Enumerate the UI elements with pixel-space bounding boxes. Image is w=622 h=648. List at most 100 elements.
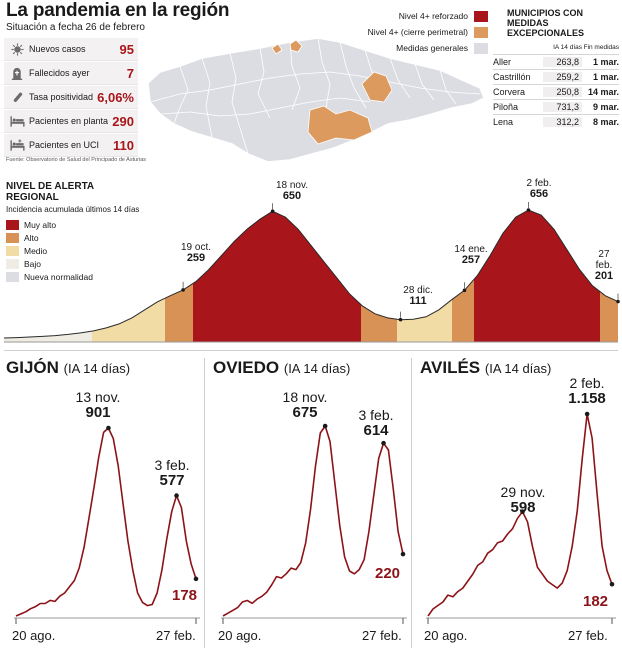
area-point-1 (270, 209, 275, 214)
city-title-oviedo: OVIEDO (IA 14 días) (213, 358, 350, 378)
peak-label-2feb: 2 feb. 656 (526, 178, 551, 200)
legend-swatch (6, 245, 19, 256)
muni-ia: 731,3 (543, 102, 582, 112)
peak-value: 201 (594, 270, 614, 282)
city-name: AVILÉS (420, 358, 481, 377)
oviedo-last-point (400, 551, 406, 557)
stat-label: Pacientes en UCI (29, 140, 100, 150)
column-divider (411, 358, 412, 648)
legend-swatch (6, 232, 19, 243)
city-title-gijon: GIJÓN (IA 14 días) (6, 358, 130, 378)
annotation-value: 675 (292, 404, 318, 421)
oviedo-annotation-point-1 (381, 440, 386, 446)
stat-value: 6,06% (97, 89, 134, 105)
alert-title-line: REGIONAL (6, 192, 59, 203)
peak-value: 257 (461, 254, 481, 266)
muni-name: Aller (493, 57, 512, 67)
col-end-header: Fin medidas (583, 44, 619, 51)
section-divider (4, 350, 618, 351)
city-name: GIJÓN (6, 358, 59, 377)
muni-ia: 250,8 (543, 87, 582, 97)
peak-date: 2 feb. (526, 178, 552, 189)
oviedo-peak2-label: 3 feb. 614 (358, 407, 394, 439)
alert-legend: Muy alto Alto Medio Bajo Nueva normalida… (6, 218, 93, 283)
annotation-date: 18 nov. (282, 389, 328, 405)
oviedo-annotation-point-0 (322, 423, 328, 429)
hospital-bed-icon (9, 113, 25, 129)
alert-area-chart (3, 202, 620, 343)
map-legend-swatch (474, 42, 488, 54)
table-header: IA 14 días Fin medidas (493, 44, 619, 54)
muni-name: Castrillón (493, 72, 531, 82)
map-region-general (147, 37, 485, 163)
alert-legend-item: Alto (6, 231, 93, 244)
oviedo-x-end: 27 feb. (362, 628, 402, 643)
peak-date: 14 ene. (454, 244, 488, 255)
table-row: Lena 312,2 8 mar. (493, 114, 619, 129)
alert-subtitle: Incidencia acumulada últimos 14 días (6, 205, 140, 214)
legend-label: Nueva normalidad (24, 271, 93, 282)
stat-label: Tasa positividad (29, 92, 94, 102)
annotation-value: 598 (510, 499, 536, 516)
annotation-value: 614 (363, 422, 389, 439)
map-legend-label: Nivel 4+ reforzado (398, 11, 468, 21)
muni-name: Corvera (493, 87, 526, 97)
stats-panel: Nuevos casos 95 Fallecidos ayer 7 Tasa p… (4, 38, 138, 158)
aviles-last-value: 182 (583, 593, 609, 610)
alert-legend-item: Muy alto (6, 218, 93, 231)
area-point-5 (616, 299, 620, 304)
alert-title: NIVEL DE ALERTA REGIONAL (6, 181, 94, 203)
asturias-map (147, 37, 485, 163)
stat-label: Nuevos casos (29, 44, 86, 54)
annotation-date: 3 feb. (358, 407, 394, 423)
map-region-perimetral (307, 105, 373, 145)
muni-ia: 263,8 (543, 57, 582, 67)
stat-label: Pacientes en planta (29, 116, 109, 126)
map-legend-label: Medidas generales (396, 43, 468, 53)
legend-swatch (6, 271, 19, 282)
peak-label-14ene: 14 ene. 257 (454, 244, 487, 266)
table-row: Piloña 731,3 9 mar. (493, 99, 619, 114)
annotation-value: 1.158 (568, 390, 606, 407)
stat-row: Nuevos casos 95 (4, 38, 138, 61)
tombstone-icon (9, 65, 25, 81)
table-row: Corvera 250,8 14 mar. (493, 84, 619, 99)
alert-title-line: NIVEL DE ALERTA (6, 181, 95, 192)
stat-row: Tasa positividad 6,06% (4, 86, 138, 109)
muni-ia: 312,2 (543, 117, 582, 127)
aviles-peak2-label: 2 feb. 1.158 (568, 376, 606, 407)
column-divider (204, 358, 205, 648)
map-legend-swatch (474, 10, 488, 22)
stat-row: Pacientes en planta 290 (4, 110, 138, 133)
gijon-series-line (15, 427, 197, 617)
city-subtitle: (IA 14 días) (283, 361, 351, 376)
table-row: Castrillón 259,2 1 mar. (493, 69, 619, 84)
alert-legend-item: Nueva normalidad (6, 270, 93, 283)
muni-name: Lena (493, 117, 514, 127)
legend-label: Muy alto (24, 219, 57, 230)
gijon-last-value: 178 (172, 587, 198, 604)
aviles-annotation-point-0 (520, 509, 525, 514)
aviles-peak1-label: 29 nov. 598 (501, 485, 546, 516)
legend-swatch (6, 258, 19, 269)
gijon-x-end: 27 feb. (156, 628, 196, 643)
gijon-peak1-label: 13 nov. 901 (75, 389, 121, 421)
peak-value: 650 (282, 190, 302, 202)
test-tube-icon (9, 89, 25, 105)
area-outline (3, 209, 619, 339)
area-annotation-dots (181, 202, 620, 322)
annotation-date: 13 nov. (75, 389, 121, 405)
map-borders (149, 37, 481, 155)
stat-row: Fallecidos ayer 7 (4, 62, 138, 85)
municipalities-title: MUNICIPIOS CON MEDIDAS EXCEPCIONALES (507, 8, 585, 38)
aviles-x-start: 20 ago. (424, 628, 468, 643)
peak-value: 656 (529, 188, 549, 200)
stat-value: 7 (126, 65, 134, 81)
stat-value: 290 (112, 113, 134, 129)
municipalities-table: MUNICIPIOS CON MEDIDAS EXCEPCIONALES IA … (493, 8, 619, 129)
area-point-2 (398, 317, 403, 322)
gijon-annotation-point-0 (106, 425, 111, 431)
muni-ia: 259,2 (543, 72, 582, 82)
annotation-value: 577 (159, 472, 185, 489)
